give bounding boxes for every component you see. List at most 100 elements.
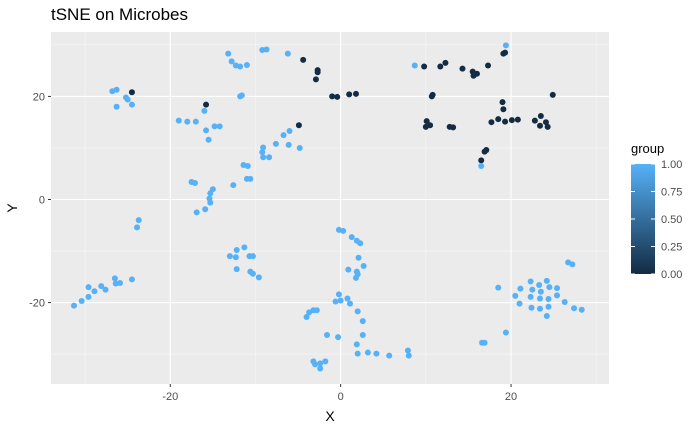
data-point	[536, 295, 543, 302]
data-point	[508, 117, 515, 124]
data-point	[113, 103, 120, 110]
data-point	[542, 119, 549, 126]
data-point	[113, 86, 120, 93]
data-point	[207, 190, 214, 197]
y-axis-title: Y	[4, 203, 20, 213]
y-tick-label: 0	[39, 194, 45, 206]
data-point	[337, 297, 344, 304]
data-point	[536, 305, 543, 312]
data-point	[134, 224, 141, 231]
data-point	[437, 63, 444, 70]
data-point	[241, 244, 248, 251]
data-point	[78, 298, 85, 305]
data-point	[295, 122, 302, 129]
data-point	[284, 50, 291, 57]
data-point	[203, 101, 210, 108]
data-point	[502, 329, 509, 336]
data-point	[247, 175, 254, 182]
data-point	[85, 293, 92, 300]
data-point	[429, 91, 436, 98]
data-point	[536, 122, 543, 129]
data-point	[286, 127, 293, 134]
data-point	[554, 292, 561, 299]
data-point	[495, 284, 502, 291]
data-point	[545, 303, 552, 310]
data-point	[348, 234, 355, 241]
data-point	[244, 162, 251, 169]
data-point	[233, 266, 240, 273]
data-point	[569, 261, 576, 268]
data-point	[232, 254, 239, 261]
data-point	[571, 305, 578, 312]
data-point	[549, 91, 556, 98]
data-point	[354, 308, 361, 315]
legend-label: 1.00	[661, 159, 682, 171]
minor-gridlines	[51, 32, 609, 384]
data-point	[516, 300, 523, 307]
data-point	[111, 275, 118, 282]
data-point	[354, 350, 361, 357]
data-point	[527, 278, 534, 285]
data-point	[543, 277, 550, 284]
data-point	[296, 144, 303, 151]
data-point	[481, 339, 488, 346]
data-point	[502, 42, 509, 49]
legend-ticks: 1.00 0.75 0.50 0.25 0.00	[631, 159, 682, 281]
x-axis-ticks: -20 0 20	[162, 384, 517, 403]
data-point	[317, 360, 324, 367]
data-point	[324, 332, 331, 339]
chart-title: tSNE on Microbes	[51, 5, 188, 24]
data-point	[405, 352, 412, 359]
data-point	[561, 299, 568, 306]
data-point	[117, 279, 124, 286]
data-point	[373, 350, 380, 357]
data-point	[545, 295, 552, 302]
data-point	[202, 206, 209, 213]
data-point	[334, 93, 341, 100]
data-point	[312, 361, 319, 368]
data-point	[488, 119, 495, 126]
data-point	[228, 58, 235, 65]
data-point	[543, 312, 550, 319]
data-point	[528, 304, 535, 311]
data-point	[211, 123, 218, 130]
data-point	[536, 282, 543, 289]
data-point	[135, 217, 142, 224]
data-point	[285, 141, 292, 148]
data-point	[364, 349, 371, 356]
data-point	[216, 123, 223, 130]
data-point	[238, 92, 245, 99]
y-tick-label: 20	[33, 91, 45, 103]
legend-label: 0.00	[661, 269, 682, 281]
x-tick-label: 20	[505, 391, 517, 403]
data-point	[450, 124, 457, 131]
data-point	[427, 122, 434, 129]
data-point	[91, 288, 98, 295]
data-point	[386, 352, 393, 359]
data-point	[527, 293, 534, 300]
data-point	[459, 65, 466, 72]
data-point	[478, 162, 485, 169]
data-point	[255, 274, 262, 281]
data-point	[306, 309, 313, 316]
data-point	[191, 180, 198, 187]
data-point	[357, 240, 364, 247]
x-tick-label: -20	[162, 391, 178, 403]
data-point	[128, 89, 135, 96]
y-axis-ticks: -20 0 20	[29, 91, 51, 310]
data-point	[184, 118, 191, 125]
data-point	[102, 286, 109, 293]
data-point	[303, 314, 310, 321]
data-point	[495, 116, 502, 123]
data-point	[481, 148, 488, 155]
data-point	[260, 144, 267, 151]
data-point	[485, 62, 492, 69]
data-point	[175, 117, 182, 124]
data-point	[71, 302, 78, 309]
x-tick-label: 0	[338, 391, 344, 403]
data-point	[347, 300, 354, 307]
data-point	[442, 59, 449, 66]
data-point	[578, 306, 585, 313]
data-point	[499, 99, 506, 106]
data-point	[360, 262, 367, 269]
